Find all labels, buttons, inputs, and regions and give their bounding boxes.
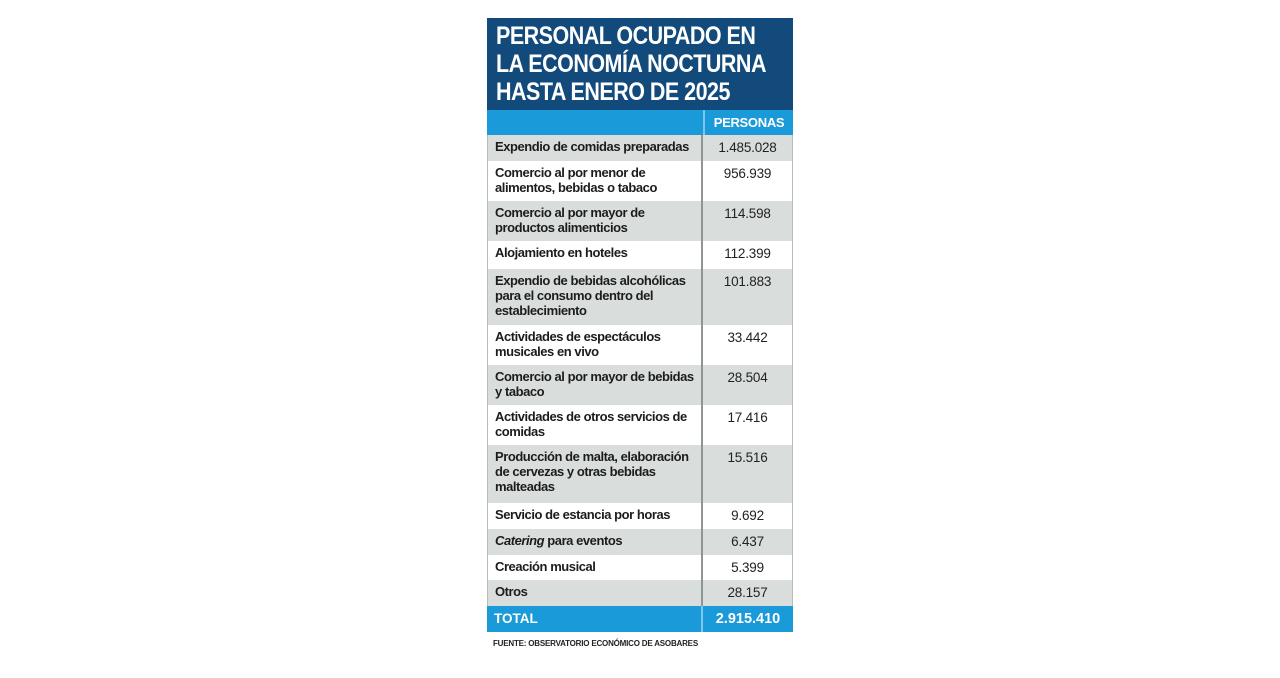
row-label: Comercio al por mayor de bebidas y tabac… (488, 365, 703, 405)
title-line: PERSONAL OCUPADO EN (496, 22, 756, 50)
row-label: Comercio al por mayor de productos alime… (488, 201, 703, 241)
total-row: TOTAL 2.915.410 (487, 606, 793, 632)
row-label-text: Expendio de bebidas alcohólicas para el … (495, 273, 686, 318)
row-label-text: Servicio de estancia por horas (495, 507, 671, 522)
row-label-text: para eventos (544, 533, 623, 548)
row-value: 114.598 (724, 206, 771, 221)
row-value: 5.399 (731, 560, 764, 575)
row-value: 1.485.028 (718, 140, 777, 155)
row-label: Comercio al por menor de alimentos, bebi… (488, 161, 703, 201)
column-header-personas: PERSONAS (713, 115, 785, 130)
row-label: Expendio de comidas preparadas (488, 135, 703, 161)
table-row: Alojamiento en hoteles 112.399 (487, 241, 793, 269)
row-label-text: Producción de malta, elaboración de cerv… (495, 449, 689, 494)
row-value: 28.157 (727, 585, 768, 600)
row-label: Creación musical (488, 555, 703, 580)
row-label: Producción de malta, elaboración de cerv… (488, 445, 703, 503)
row-label: Catering para eventos (488, 529, 703, 555)
row-value: 112.399 (724, 246, 771, 261)
row-value: 9.692 (731, 508, 764, 523)
table-card: PERSONAL OCUPADO EN LA ECONOMÍA NOCTURNA… (487, 18, 793, 648)
table-row: Catering para eventos 6.437 (487, 529, 793, 555)
table-row: Comercio al por menor de alimentos, bebi… (487, 161, 793, 201)
total-label: TOTAL (487, 606, 703, 632)
table-row: Expendio de bebidas alcohólicas para el … (487, 269, 793, 325)
row-label-text: Otros (495, 584, 528, 599)
table-row: Comercio al por mayor de bebidas y tabac… (487, 365, 793, 405)
row-label-text: Alojamiento en hoteles (495, 245, 628, 260)
column-header-row: PERSONAS (487, 110, 793, 135)
table-row: Expendio de comidas preparadas 1.485.028 (487, 135, 793, 161)
row-label-text: Creación musical (495, 559, 596, 574)
table-row: Creación musical 5.399 (487, 555, 793, 580)
row-value: 17.416 (727, 410, 768, 425)
row-label: Actividades de espectáculos musicales en… (488, 325, 703, 365)
row-label-italic: Catering (495, 533, 545, 548)
title-line: HASTA ENERO DE 2025 (496, 78, 730, 106)
row-label: Otros (488, 580, 703, 606)
row-label-text: Comercio al por mayor de productos alime… (495, 205, 645, 235)
table-row: Servicio de estancia por horas 9.692 (487, 503, 793, 529)
table-row: Producción de malta, elaboración de cerv… (487, 445, 793, 503)
table-row: Comercio al por mayor de productos alime… (487, 201, 793, 241)
row-label-text: Actividades de otros servicios de comida… (495, 409, 687, 439)
row-label-text: Expendio de comidas preparadas (495, 139, 689, 154)
row-label-text: Comercio al por mayor de bebidas y tabac… (495, 369, 694, 399)
title-line: LA ECONOMÍA NOCTURNA (496, 50, 766, 78)
row-value: 101.883 (723, 274, 772, 289)
row-value: 33.442 (727, 330, 768, 345)
header-blank (487, 110, 705, 135)
row-value: 956.939 (723, 166, 772, 181)
table-row: Otros 28.157 (487, 580, 793, 606)
row-value: 28.504 (727, 370, 768, 385)
row-label: Expendio de bebidas alcohólicas para el … (488, 269, 703, 325)
table-row: Actividades de otros servicios de comida… (487, 405, 793, 445)
row-label-text: Comercio al por menor de alimentos, bebi… (495, 165, 657, 195)
row-label: Actividades de otros servicios de comida… (488, 405, 703, 445)
table-title: PERSONAL OCUPADO EN LA ECONOMÍA NOCTURNA… (487, 18, 793, 110)
source-note: FUENTE: OBSERVATORIO ECONÓMICO DE ASOBAR… (493, 639, 698, 648)
row-value: 6.437 (731, 534, 764, 549)
table-body: Expendio de comidas preparadas 1.485.028 C… (487, 135, 793, 606)
total-value: 2.915.410 (715, 611, 781, 627)
row-label-text: Actividades de espectáculos musicales en… (495, 329, 661, 359)
row-value: 15.516 (727, 450, 768, 465)
table-row: Actividades de espectáculos musicales en… (487, 325, 793, 365)
row-label: Servicio de estancia por horas (488, 503, 703, 529)
row-label: Alojamiento en hoteles (488, 241, 703, 269)
